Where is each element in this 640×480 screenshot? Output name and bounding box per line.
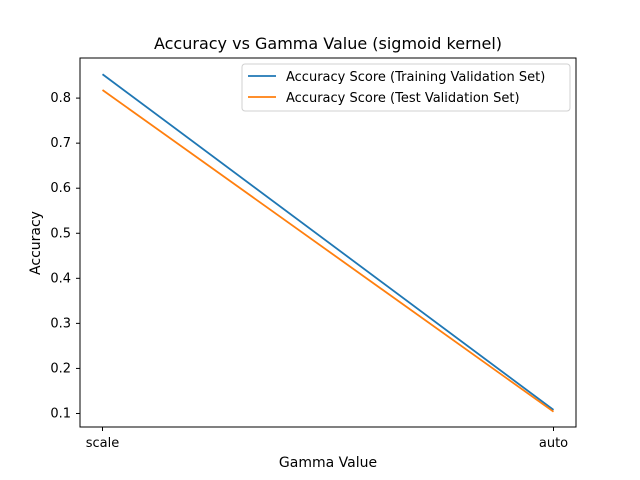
x-axis-label: Gamma Value: [279, 455, 377, 471]
y-tick-label: 0.2: [50, 361, 71, 376]
y-tick-label: 0.8: [50, 91, 71, 106]
legend: Accuracy Score (Training Validation Set)…: [241, 63, 571, 112]
y-axis-label: Accuracy: [28, 211, 44, 275]
series-line-1: [101, 73, 555, 411]
y-tick-label: 0.3: [50, 316, 71, 331]
legend-label-2: Accuracy Score (Test Validation Set): [286, 91, 520, 106]
series-line-2: [101, 89, 555, 413]
y-tick-label: 0.1: [50, 406, 71, 421]
chart-title: Accuracy vs Gamma Value (sigmoid kernel): [154, 34, 502, 53]
y-tick-label: 0.4: [50, 271, 71, 286]
legend-label-1: Accuracy Score (Training Validation Set): [286, 70, 545, 85]
y-axis: 0.1 0.2 0.3 0.4 0.5 0.6 0.7 0.8: [50, 91, 80, 421]
y-tick-label: 0.6: [50, 181, 71, 196]
x-tick-label: scale: [86, 436, 120, 451]
legend-frame: [241, 63, 571, 112]
x-tick-label: auto: [539, 436, 568, 451]
y-tick-label: 0.7: [50, 136, 71, 151]
x-axis: scale auto: [86, 427, 568, 451]
series-layer: [101, 73, 555, 413]
y-tick-label: 0.5: [50, 226, 71, 241]
